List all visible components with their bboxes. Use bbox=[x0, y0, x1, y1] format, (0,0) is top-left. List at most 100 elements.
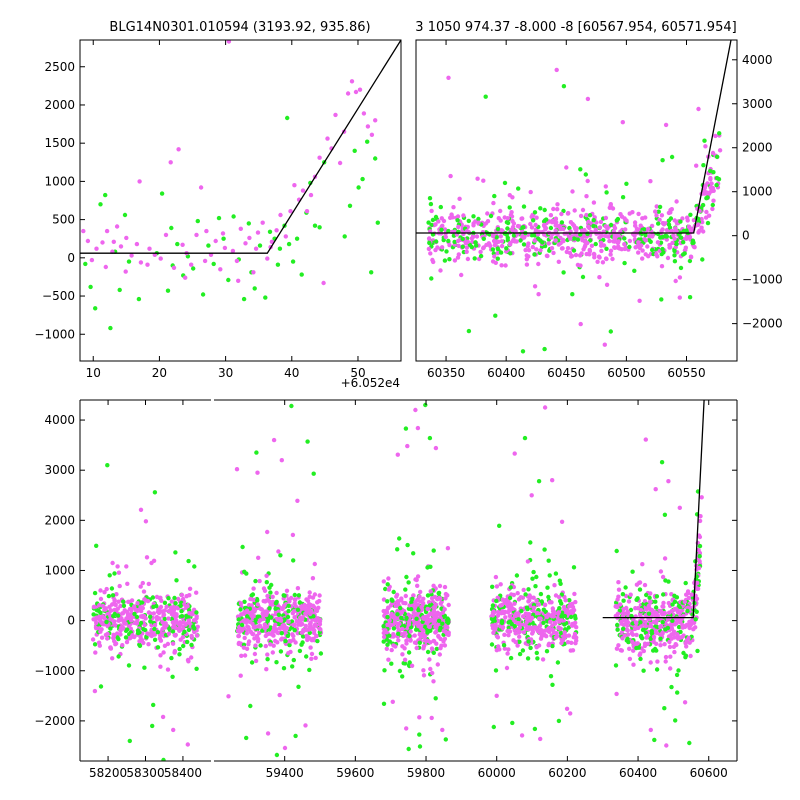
data-point bbox=[532, 252, 537, 257]
data-point bbox=[603, 215, 609, 221]
model-curve bbox=[602, 400, 705, 619]
data-point bbox=[608, 222, 614, 228]
data-point bbox=[667, 644, 673, 650]
data-point bbox=[623, 245, 628, 250]
data-point bbox=[615, 611, 621, 616]
data-point bbox=[191, 266, 196, 271]
data-point bbox=[93, 650, 98, 655]
data-point bbox=[687, 740, 692, 746]
data-point bbox=[556, 609, 562, 615]
data-point bbox=[257, 243, 263, 248]
data-point bbox=[597, 235, 602, 240]
data-point bbox=[591, 223, 596, 229]
data-point bbox=[486, 241, 492, 246]
data-point bbox=[447, 257, 452, 262]
data-point bbox=[317, 155, 322, 160]
data-point bbox=[405, 443, 410, 449]
data-point bbox=[200, 292, 206, 297]
data-point bbox=[551, 630, 557, 635]
data-point bbox=[312, 223, 318, 228]
data-point bbox=[122, 212, 128, 218]
data-point bbox=[524, 620, 529, 625]
data-point bbox=[248, 596, 253, 602]
data-point bbox=[591, 218, 596, 223]
data-point bbox=[194, 633, 200, 638]
data-point bbox=[226, 40, 232, 44]
data-point bbox=[420, 603, 425, 608]
data-point bbox=[264, 580, 269, 585]
data-point bbox=[105, 463, 110, 468]
data-point bbox=[541, 620, 546, 625]
x-tick-label: 58200 bbox=[89, 766, 127, 780]
data-point bbox=[621, 598, 626, 603]
data-point bbox=[174, 619, 179, 624]
data-point bbox=[386, 657, 391, 662]
data-point bbox=[347, 203, 353, 208]
data-point bbox=[400, 644, 405, 649]
data-point bbox=[304, 597, 309, 602]
data-point bbox=[318, 627, 323, 632]
data-point bbox=[636, 240, 641, 245]
data-point bbox=[585, 96, 591, 102]
data-point bbox=[401, 661, 406, 666]
data-point bbox=[296, 593, 302, 598]
data-point bbox=[559, 519, 565, 524]
data-point bbox=[524, 626, 529, 631]
data-point bbox=[433, 239, 439, 244]
data-point bbox=[638, 223, 643, 228]
data-point bbox=[302, 606, 307, 611]
data-point bbox=[626, 599, 632, 604]
data-point bbox=[102, 590, 107, 595]
data-point bbox=[607, 238, 612, 244]
data-point bbox=[138, 608, 144, 614]
data-point bbox=[129, 253, 134, 258]
data-point bbox=[481, 236, 486, 241]
data-point bbox=[655, 240, 661, 245]
data-point bbox=[114, 224, 120, 229]
data-point bbox=[523, 592, 528, 597]
data-point bbox=[452, 258, 458, 263]
data-point bbox=[436, 618, 442, 623]
data-point bbox=[542, 602, 548, 607]
panel-title: BLG14N0301.010594 (3193.92, 935.86) bbox=[109, 20, 370, 35]
data-point bbox=[521, 242, 527, 247]
data-point bbox=[431, 638, 436, 644]
data-point bbox=[220, 231, 226, 236]
data-point bbox=[548, 225, 554, 231]
data-point bbox=[158, 664, 163, 669]
data-point bbox=[280, 623, 285, 628]
data-point bbox=[672, 606, 677, 612]
data-point bbox=[408, 638, 413, 643]
data-point bbox=[532, 726, 538, 732]
data-point bbox=[439, 216, 444, 221]
data-point bbox=[492, 242, 498, 248]
data-point bbox=[520, 614, 526, 619]
data-point bbox=[171, 727, 176, 733]
data-point bbox=[434, 611, 439, 617]
data-point bbox=[534, 650, 539, 656]
data-point bbox=[293, 733, 298, 739]
data-point bbox=[438, 204, 443, 210]
data-point bbox=[411, 551, 416, 556]
data-point bbox=[685, 605, 691, 610]
data-point bbox=[175, 241, 180, 247]
data-point bbox=[705, 220, 711, 226]
data-point bbox=[195, 218, 200, 224]
data-point bbox=[140, 580, 145, 586]
data-point bbox=[707, 191, 712, 196]
data-point bbox=[115, 606, 121, 611]
data-point bbox=[696, 106, 701, 112]
data-point bbox=[490, 247, 496, 252]
data-point bbox=[317, 622, 323, 627]
data-point bbox=[650, 247, 655, 253]
data-point bbox=[138, 584, 143, 589]
data-point bbox=[680, 634, 685, 640]
data-point bbox=[505, 216, 510, 221]
data-point bbox=[194, 232, 199, 238]
data-point bbox=[568, 711, 573, 716]
data-point bbox=[615, 627, 620, 632]
data-point bbox=[110, 593, 116, 598]
data-point bbox=[415, 620, 420, 625]
data-point bbox=[657, 204, 663, 210]
data-point bbox=[342, 234, 347, 239]
